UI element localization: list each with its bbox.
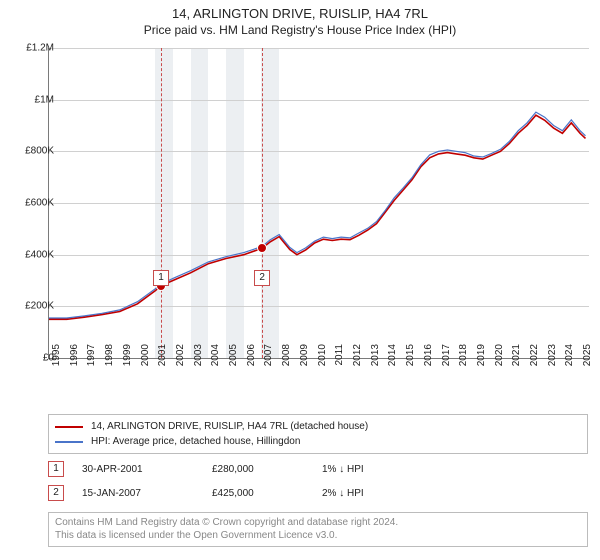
y-axis-label: £1.2M bbox=[26, 43, 54, 54]
x-axis-label: 2001 bbox=[157, 344, 168, 394]
page-title: 14, ARLINGTON DRIVE, RUISLIP, HA4 7RL bbox=[0, 6, 600, 21]
sale-marker-badge: 1 bbox=[48, 461, 64, 477]
x-axis-label: 2008 bbox=[281, 344, 292, 394]
legend-box: 14, ARLINGTON DRIVE, RUISLIP, HA4 7RL (d… bbox=[48, 414, 588, 454]
x-axis-label: 2025 bbox=[582, 344, 593, 394]
license-line: Contains HM Land Registry data © Crown c… bbox=[55, 517, 581, 530]
x-axis-label: 2023 bbox=[547, 344, 558, 394]
x-axis-label: 2024 bbox=[564, 344, 575, 394]
sale-price: £280,000 bbox=[212, 464, 322, 475]
y-axis-label: £600K bbox=[25, 198, 54, 209]
x-axis-label: 2016 bbox=[423, 344, 434, 394]
x-axis-label: 1995 bbox=[51, 344, 62, 394]
license-line: This data is licensed under the Open Gov… bbox=[55, 530, 581, 543]
sale-vertical-line bbox=[262, 48, 263, 358]
x-axis-label: 2009 bbox=[299, 344, 310, 394]
x-axis-label: 1997 bbox=[86, 344, 97, 394]
legend-label: 14, ARLINGTON DRIVE, RUISLIP, HA4 7RL (d… bbox=[91, 421, 368, 432]
legend-swatch bbox=[55, 426, 83, 428]
y-axis-label: £800K bbox=[25, 146, 54, 157]
sale-price: £425,000 bbox=[212, 488, 322, 499]
sale-callout-badge: 2 bbox=[254, 270, 270, 286]
x-axis-label: 2019 bbox=[476, 344, 487, 394]
y-axis-label: £200K bbox=[25, 301, 54, 312]
sale-callout-badge: 1 bbox=[153, 270, 169, 286]
legend-item-hpi: HPI: Average price, detached house, Hill… bbox=[55, 434, 581, 449]
price-chart: 12 bbox=[48, 48, 589, 359]
x-axis-label: 2007 bbox=[263, 344, 274, 394]
x-axis-label: 2021 bbox=[511, 344, 522, 394]
x-axis-label: 2004 bbox=[210, 344, 221, 394]
y-axis-label: £400K bbox=[25, 249, 54, 260]
x-axis-label: 1998 bbox=[104, 344, 115, 394]
x-axis-label: 2006 bbox=[246, 344, 257, 394]
sale-date: 15-JAN-2007 bbox=[82, 488, 212, 499]
x-axis-label: 2003 bbox=[193, 344, 204, 394]
x-axis-label: 2017 bbox=[441, 344, 452, 394]
legend-label: HPI: Average price, detached house, Hill… bbox=[91, 436, 300, 447]
x-axis-label: 2012 bbox=[352, 344, 363, 394]
sale-vertical-line bbox=[161, 48, 162, 358]
x-axis-label: 2000 bbox=[140, 344, 151, 394]
license-box: Contains HM Land Registry data © Crown c… bbox=[48, 512, 588, 547]
legend-swatch bbox=[55, 441, 83, 443]
sale-date: 30-APR-2001 bbox=[82, 464, 212, 475]
x-axis-label: 2020 bbox=[494, 344, 505, 394]
sale-hpi-diff: 1% ↓ HPI bbox=[322, 464, 412, 475]
sale-hpi-diff: 2% ↓ HPI bbox=[322, 488, 412, 499]
x-axis-label: 2013 bbox=[370, 344, 381, 394]
page-subtitle: Price paid vs. HM Land Registry's House … bbox=[0, 23, 600, 37]
x-axis-label: 2005 bbox=[228, 344, 239, 394]
sale-row: 1 30-APR-2001 £280,000 1% ↓ HPI bbox=[48, 460, 588, 478]
x-axis-label: 1996 bbox=[69, 344, 80, 394]
chart-lines bbox=[49, 48, 589, 358]
series-hpi bbox=[49, 112, 586, 318]
x-axis-label: 2018 bbox=[458, 344, 469, 394]
x-axis-label: 2010 bbox=[317, 344, 328, 394]
x-axis-label: 2022 bbox=[529, 344, 540, 394]
x-axis-label: 2015 bbox=[405, 344, 416, 394]
y-axis-label: £1M bbox=[35, 94, 54, 105]
x-axis-label: 2011 bbox=[334, 344, 345, 394]
sale-row: 2 15-JAN-2007 £425,000 2% ↓ HPI bbox=[48, 484, 588, 502]
x-axis-label: 2014 bbox=[387, 344, 398, 394]
legend-item-property: 14, ARLINGTON DRIVE, RUISLIP, HA4 7RL (d… bbox=[55, 419, 581, 434]
sale-marker-dot bbox=[257, 243, 267, 253]
sale-marker-badge: 2 bbox=[48, 485, 64, 501]
x-axis-label: 1999 bbox=[122, 344, 133, 394]
x-axis-label: 2002 bbox=[175, 344, 186, 394]
